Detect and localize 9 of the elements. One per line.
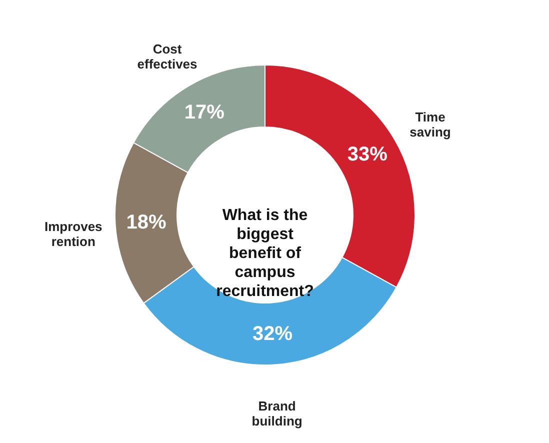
slice-label: Improves rention — [44, 219, 102, 250]
data-label: 18% — [126, 211, 166, 234]
data-label: 33% — [347, 143, 388, 166]
slice-label: Brand building — [252, 398, 302, 429]
data-label: 32% — [252, 322, 293, 345]
slice-label: Time saving — [410, 109, 451, 140]
data-label: 17% — [184, 102, 225, 124]
slice-label: Cost effectives — [137, 42, 198, 72]
text: What is the biggest benefit of campus recruitment? — [216, 207, 314, 300]
